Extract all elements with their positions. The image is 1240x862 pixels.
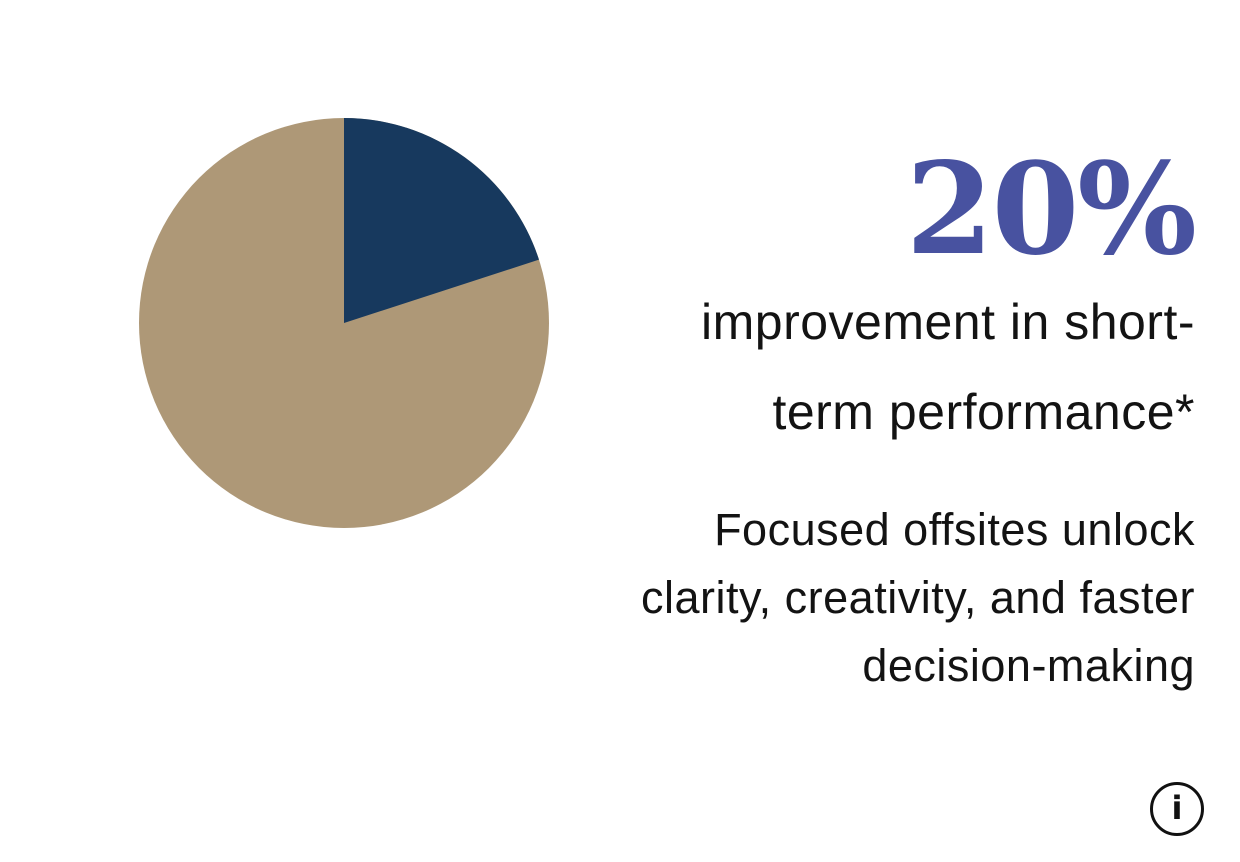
- stat-note-line: clarity, creativity, and faster: [640, 572, 1195, 623]
- stat-description-line: term performance*: [772, 384, 1195, 440]
- info-icon: i: [1171, 789, 1183, 827]
- stat-description-line: improvement in short-: [701, 294, 1195, 350]
- pie-slice-highlight: [344, 118, 539, 323]
- info-button[interactable]: i: [1150, 782, 1204, 836]
- stat-note: Focused offsites unlock clarity, creativ…: [641, 496, 1195, 700]
- stat-description: improvement in short- term performance*: [701, 277, 1195, 457]
- stat-note-line: Focused offsites unlock: [714, 504, 1195, 555]
- stat-note-line: decision-making: [862, 640, 1195, 691]
- pie-chart: [139, 118, 549, 528]
- stat-value: 20%: [905, 135, 1197, 283]
